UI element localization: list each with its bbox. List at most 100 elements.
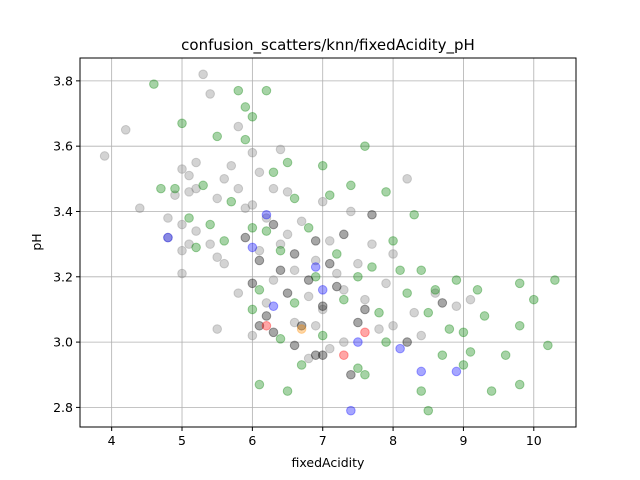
scatter-point <box>282 288 293 298</box>
scatter-point <box>353 271 363 282</box>
scatter-point <box>289 298 300 308</box>
scatter-point <box>353 258 363 269</box>
scatter-point <box>135 203 145 214</box>
scatter-point <box>303 223 314 233</box>
scatter-point <box>198 180 208 191</box>
scatter-point <box>500 350 511 360</box>
scatter-point <box>310 320 321 331</box>
scatter-point <box>219 174 230 184</box>
scatter-point <box>310 255 321 266</box>
scatter-point <box>360 294 370 305</box>
scatter-point <box>163 232 173 243</box>
scatter-point <box>331 268 342 279</box>
scatter-point <box>289 249 300 259</box>
scatter-point <box>177 268 187 279</box>
scatter-point <box>233 85 244 96</box>
scatter-point <box>423 405 434 416</box>
scatter-point <box>247 200 258 210</box>
scatter-point <box>275 144 286 155</box>
scatter-point <box>310 236 321 246</box>
scatter-point <box>416 366 427 377</box>
scatter-point <box>550 275 560 285</box>
scatter-point <box>205 239 215 249</box>
scatter-point <box>310 262 321 272</box>
scatter-point <box>261 209 272 220</box>
scatter-point <box>261 320 272 331</box>
scatter-point <box>226 160 237 171</box>
scatter-point <box>261 85 272 96</box>
scatter-point <box>99 151 110 161</box>
scatter-point <box>437 350 448 360</box>
scatter-point <box>275 334 286 344</box>
scatter-point <box>205 89 215 99</box>
y-tick-label: 3.6 <box>53 139 73 154</box>
scatter-point <box>177 245 187 256</box>
scatter-point <box>409 307 419 318</box>
scatter-point <box>423 307 434 318</box>
scatter-point <box>310 271 321 282</box>
scatter-point <box>374 307 384 318</box>
scatter-point <box>163 232 173 243</box>
scatter-point <box>388 249 398 259</box>
scatter-point <box>156 183 166 194</box>
scatter-point <box>268 167 279 178</box>
scatter-point <box>247 278 258 289</box>
scatter-point <box>240 102 251 112</box>
scatter-point <box>177 164 187 174</box>
scatter-point <box>514 278 525 289</box>
scatter-point <box>282 157 293 168</box>
scatter-point <box>247 330 258 341</box>
scatter-point <box>416 386 427 396</box>
scatter-point <box>381 187 391 197</box>
scatter-point <box>303 275 314 285</box>
scatter-point <box>402 288 412 298</box>
scatter-point <box>261 298 272 308</box>
scatter-point <box>360 304 370 315</box>
x-axis-ticks: 4 5 6 7 8 9 10 <box>108 427 542 448</box>
scatter-point <box>191 242 201 253</box>
scatter-point <box>346 180 356 191</box>
scatter-point <box>212 131 222 142</box>
scatter-point <box>402 174 412 184</box>
scatter-point <box>353 363 363 374</box>
scatter-point <box>184 239 194 249</box>
scatter-point <box>324 190 335 200</box>
scatter-point <box>381 337 391 347</box>
scatter-point <box>184 187 194 197</box>
scatter-point <box>381 278 391 289</box>
scatter-point <box>226 196 237 207</box>
scatter-point <box>346 206 356 217</box>
scatter-point <box>268 183 279 194</box>
scatter-point <box>184 170 194 181</box>
scatter-point <box>233 183 244 194</box>
x-tick-label: 7 <box>319 433 327 448</box>
scatter-point <box>451 301 462 311</box>
scatter-point <box>353 317 363 328</box>
chart-title: confusion_scatters/knn/fixedAcidity_pH <box>181 36 475 55</box>
scatter-point <box>289 317 300 328</box>
scatter-point <box>268 219 279 230</box>
y-tick-label: 3.2 <box>53 269 73 284</box>
data-points <box>99 69 560 416</box>
scatter-point <box>374 324 384 334</box>
scatter-point <box>184 213 194 223</box>
scatter-point <box>437 298 448 308</box>
scatter-point <box>310 350 321 360</box>
scatter-point <box>219 258 230 269</box>
scatter-point <box>296 216 307 227</box>
scatter-point <box>317 304 328 315</box>
scatter-point <box>360 327 370 338</box>
scatter-point <box>254 167 265 178</box>
scatter-point <box>170 190 180 200</box>
scatter-point <box>514 379 525 390</box>
scatter-point <box>120 125 131 135</box>
scatter-point <box>303 353 314 364</box>
scatter-point <box>212 324 222 334</box>
scatter-point <box>331 281 342 292</box>
scatter-point <box>317 160 328 171</box>
scatter-point <box>324 236 335 246</box>
scatter-point <box>261 213 272 223</box>
scatter-point <box>317 350 328 360</box>
scatter-point <box>289 193 300 204</box>
scatter-point <box>289 340 300 351</box>
